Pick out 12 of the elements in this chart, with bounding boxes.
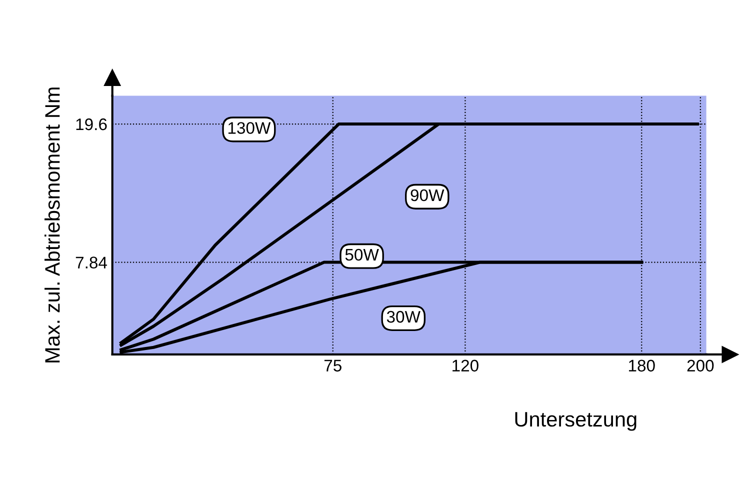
x-tick-label: 180	[628, 360, 655, 372]
x-tick-label: 120	[452, 360, 478, 372]
x-tick-label: 75	[324, 360, 342, 372]
x-axis-title: Untersetzung	[515, 412, 636, 431]
x-tick-label: 200	[687, 360, 714, 372]
y-tick-label: 19.6	[76, 118, 107, 130]
y-tick-label: 7.84	[76, 256, 108, 268]
text: 130W	[228, 122, 271, 134]
series-label: 50W	[345, 248, 379, 261]
text: 90W	[410, 189, 444, 202]
series-label: 30W	[386, 310, 420, 323]
y-axis-title: Max. zul. Abtriebsmoment Nm	[44, 88, 60, 362]
